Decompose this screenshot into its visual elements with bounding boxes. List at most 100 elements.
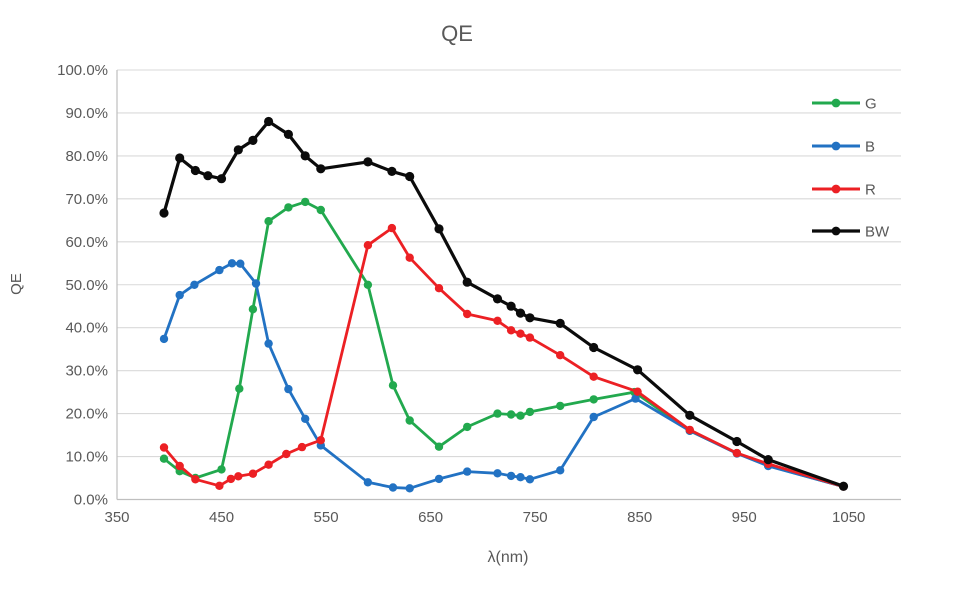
data-point-g (525, 407, 535, 417)
data-point-r (685, 425, 694, 435)
x-tick-label: 450 (209, 509, 234, 526)
data-point-bw (300, 151, 310, 161)
data-point-bw (159, 208, 169, 218)
data-point-r (556, 351, 565, 360)
data-point-r (159, 443, 169, 452)
data-point-b (434, 474, 444, 484)
data-point-b (506, 471, 516, 481)
data-point-g (284, 203, 293, 212)
data-point-b (631, 394, 640, 403)
data-point-b (363, 478, 373, 487)
data-point-g (217, 465, 226, 474)
data-point-g (388, 381, 398, 390)
data-point-r (525, 333, 535, 342)
y-axis-labels: 0.0% 10.0% 20.0% 30.0% 40.0% 50.0% 60.0% 70.0% 8… (57, 62, 108, 509)
data-point-bw (525, 313, 535, 323)
legend-marker-r (831, 184, 841, 194)
data-point-bw (515, 308, 526, 318)
data-point-b (405, 484, 414, 493)
y-tick-label: 70.0% (65, 191, 108, 208)
data-point-r (175, 461, 184, 471)
data-point-g (493, 409, 502, 418)
data-point-r (405, 253, 414, 262)
data-point-bw (363, 157, 373, 167)
data-point-r (215, 481, 224, 490)
data-point-bw (838, 481, 849, 491)
gridlines (117, 69, 901, 458)
y-tick-label: 90.0% (65, 105, 108, 122)
data-point-b (556, 466, 565, 475)
x-tick-label: 550 (314, 509, 339, 526)
data-point-r (363, 241, 373, 250)
data-point-bw (175, 153, 185, 163)
data-point-b (264, 339, 273, 348)
x-tick-label: 850 (627, 509, 652, 526)
data-point-g (506, 410, 516, 419)
legend-label-r: R (865, 182, 876, 199)
data-point-g (235, 384, 244, 393)
data-point-bw (732, 436, 742, 447)
legend-label-g: G (865, 96, 877, 113)
data-point-r (493, 316, 502, 325)
y-tick-label: 10.0% (65, 449, 108, 466)
data-point-g (301, 197, 310, 207)
data-point-r (248, 469, 258, 478)
data-point-bw (233, 145, 243, 155)
data-point-r (316, 436, 325, 445)
data-point-bw (316, 164, 326, 174)
y-tick-label: 0.0% (74, 492, 108, 509)
data-point-g (516, 411, 525, 420)
data-point-bw (685, 410, 695, 420)
data-point-b (301, 414, 310, 423)
data-point-bw (216, 174, 227, 184)
data-point-bw (248, 135, 258, 145)
x-tick-label: 350 (104, 509, 129, 526)
x-tick-label: 650 (418, 509, 443, 526)
data-point-r (264, 460, 273, 469)
legend-item-b: B (812, 139, 875, 156)
data-point-bw (506, 301, 516, 311)
data-point-r (732, 448, 742, 458)
data-point-g (159, 454, 169, 463)
x-tick-label: 1050 (832, 509, 865, 526)
data-point-bw (190, 165, 200, 176)
data-point-r (234, 472, 243, 481)
data-point-b (525, 475, 535, 484)
data-point-r (226, 474, 236, 484)
data-point-g (434, 442, 444, 451)
data-point-g (405, 416, 414, 425)
x-tick-label: 950 (732, 509, 757, 526)
data-point-bw (387, 166, 397, 176)
data-point-r (506, 326, 516, 335)
data-point-r (463, 309, 472, 319)
y-tick-label: 100.0% (57, 62, 108, 79)
legend-item-r: R (812, 182, 876, 199)
data-point-b (463, 467, 472, 476)
legend-marker-bw (831, 226, 841, 236)
legend-item-bw: BW (812, 224, 890, 241)
data-point-g (589, 395, 598, 404)
data-point-r (282, 449, 291, 459)
y-tick-label: 20.0% (65, 406, 108, 423)
data-point-bw (492, 294, 503, 304)
data-point-b (215, 265, 224, 275)
data-point-r (191, 475, 200, 484)
legend-label-bw: BW (865, 224, 890, 241)
data-point-bw (264, 116, 274, 127)
data-point-b (175, 290, 184, 300)
data-point-bw (405, 171, 415, 182)
data-point-b (516, 473, 525, 482)
data-point-bw (555, 318, 565, 328)
legend-label-b: B (865, 139, 875, 156)
data-point-b (388, 483, 398, 492)
series-bw (159, 116, 849, 491)
data-point-b (589, 412, 598, 422)
data-point-r (516, 329, 525, 338)
data-point-b (493, 469, 502, 478)
data-point-bw (589, 342, 599, 353)
y-tick-label: 50.0% (65, 277, 108, 294)
data-point-g (316, 205, 325, 215)
data-point-bw (763, 455, 773, 465)
